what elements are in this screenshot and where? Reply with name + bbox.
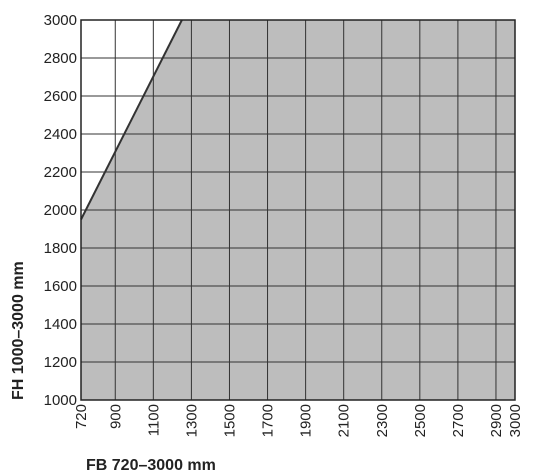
- y-tick-label: 3000: [44, 12, 77, 29]
- x-tick-label: 1500: [221, 404, 238, 437]
- x-tick-label: 720: [73, 404, 90, 429]
- x-axis-title: FB 720–3000 mm: [86, 457, 216, 474]
- y-tick-label: 1200: [44, 354, 77, 371]
- x-tick-label: 2300: [374, 404, 391, 437]
- x-tick-label: 2500: [412, 404, 429, 437]
- boundary-line: [80, 19, 183, 220]
- plot-layer: [80, 19, 516, 401]
- y-tick-label: 1600: [44, 278, 77, 295]
- x-tick-label: 2700: [450, 404, 467, 437]
- y-tick-label: 1800: [44, 240, 77, 257]
- x-tick-label: 1100: [145, 404, 162, 436]
- y-tick-label: 2200: [44, 164, 77, 181]
- y-tick-label: 2400: [44, 126, 77, 143]
- y-tick-label: 1000: [44, 392, 77, 409]
- y-tick-label: 2800: [44, 50, 77, 67]
- x-tick-label: 2100: [336, 404, 353, 437]
- y-tick-label: 1400: [44, 316, 77, 333]
- tick-layer: 1000 1200 1400 1600 1800 2000 2200 2400 2600 2800…: [44, 12, 524, 437]
- x-tick-label: 1300: [183, 404, 200, 437]
- y-tick-label: 2000: [44, 202, 77, 219]
- x-tick-label: 900: [107, 404, 124, 429]
- x-tick-label: 2900: [488, 404, 505, 437]
- x-tick-label: 3000: [507, 404, 524, 437]
- y-tick-label: 2600: [44, 88, 77, 105]
- x-tick-label: 1700: [260, 404, 277, 437]
- plot-frame: [80, 19, 516, 401]
- x-tick-label: 1900: [298, 404, 315, 437]
- y-axis-title: FH 1000–3000 mm: [10, 261, 27, 400]
